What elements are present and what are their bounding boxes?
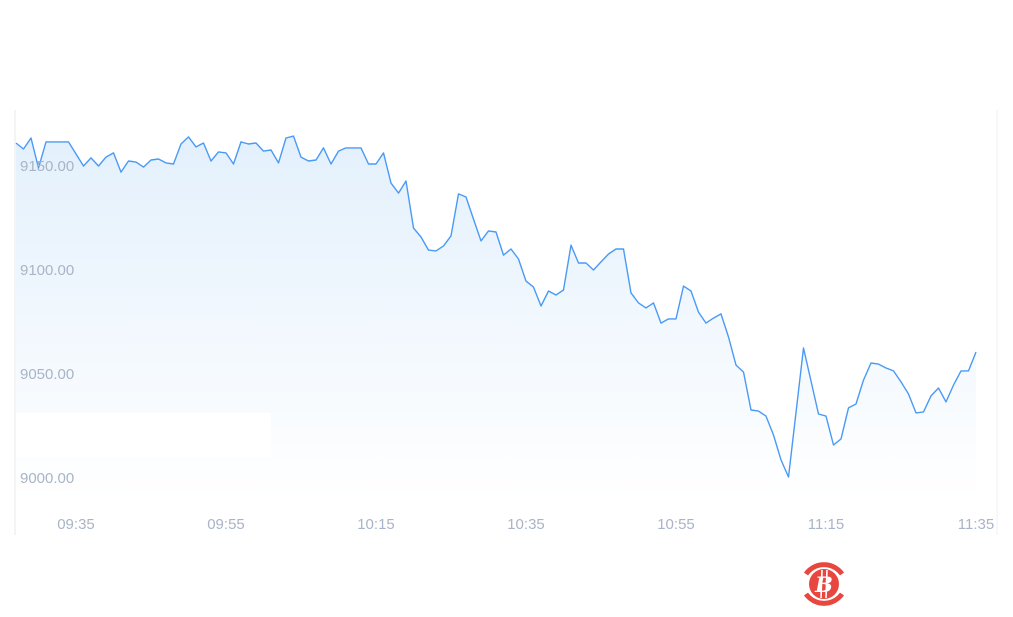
y-tick-label: 9150.00 <box>20 158 74 175</box>
y-tick-label: 9050.00 <box>20 366 74 383</box>
bitcoin-icon: B <box>803 562 845 606</box>
x-tick-label: 10:15 <box>357 516 395 533</box>
x-tick-label: 10:35 <box>507 516 545 533</box>
x-tick-label: 11:35 <box>958 516 994 533</box>
x-tick-label: 09:35 <box>57 516 95 533</box>
x-tick-label: 11:15 <box>808 516 844 533</box>
x-tick-label: 09:55 <box>207 516 245 533</box>
svg-text:B: B <box>814 572 833 597</box>
watermark-mask <box>16 413 271 457</box>
price-area <box>16 136 976 500</box>
price-line <box>15 135 977 478</box>
y-tick-label: 9100.00 <box>20 262 74 279</box>
y-tick-label: 9000.00 <box>20 470 74 487</box>
x-tick-label: 10:55 <box>657 516 695 533</box>
